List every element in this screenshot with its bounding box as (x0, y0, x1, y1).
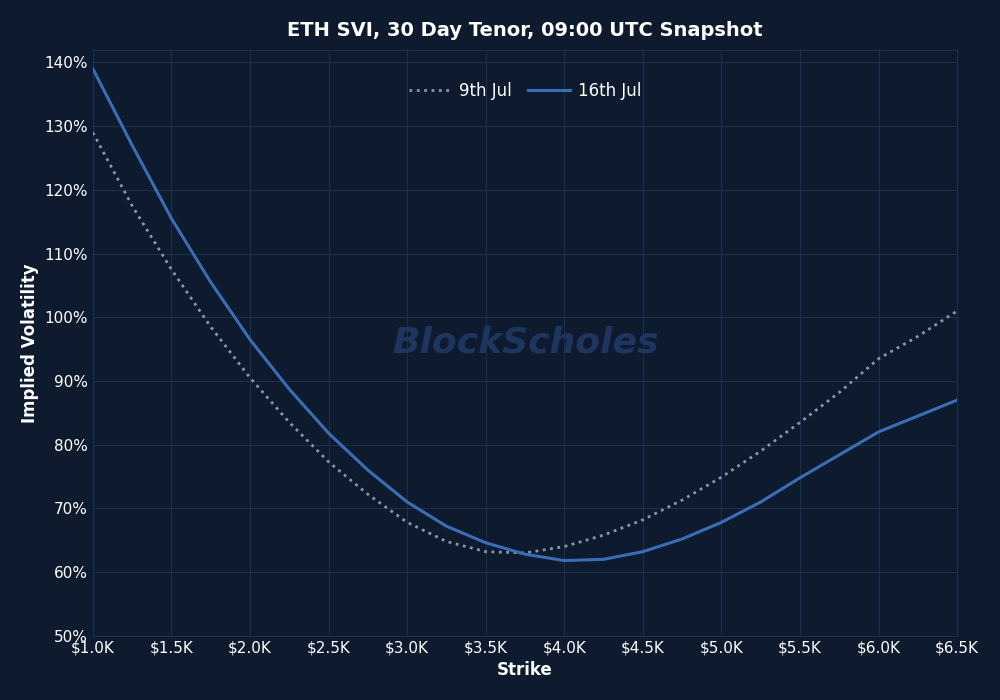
9th Jul (440, 538, 452, 546)
X-axis label: Strike: Strike (497, 662, 553, 679)
16th Jul (676, 535, 688, 543)
Legend: 9th Jul, 16th Jul: 9th Jul, 16th Jul (402, 76, 648, 107)
16th Jul (951, 396, 963, 405)
9th Jul (165, 265, 177, 274)
16th Jul (401, 498, 413, 506)
9th Jul (912, 332, 924, 341)
Line: 16th Jul: 16th Jul (93, 69, 957, 561)
16th Jul (480, 538, 492, 547)
16th Jul (833, 451, 845, 459)
16th Jul (205, 278, 217, 286)
16th Jul (165, 214, 177, 223)
16th Jul (873, 428, 885, 436)
Y-axis label: Implied Volatility: Implied Volatility (21, 263, 39, 423)
16th Jul (598, 555, 610, 564)
16th Jul (126, 141, 138, 150)
9th Jul (676, 496, 688, 504)
16th Jul (323, 429, 335, 438)
16th Jul (558, 556, 570, 565)
16th Jul (715, 518, 727, 526)
9th Jul (755, 447, 767, 455)
9th Jul (87, 128, 99, 136)
9th Jul (519, 549, 531, 557)
9th Jul (794, 418, 806, 426)
16th Jul (87, 64, 99, 73)
9th Jul (598, 531, 610, 539)
9th Jul (873, 354, 885, 363)
9th Jul (205, 323, 217, 331)
9th Jul (323, 458, 335, 466)
9th Jul (833, 389, 845, 397)
16th Jul (283, 385, 295, 393)
Text: BlockScholes: BlockScholes (392, 326, 658, 360)
9th Jul (951, 307, 963, 315)
9th Jul (558, 542, 570, 551)
Title: ETH SVI, 30 Day Tenor, 09:00 UTC Snapshot: ETH SVI, 30 Day Tenor, 09:00 UTC Snapsho… (287, 21, 763, 40)
9th Jul (715, 473, 727, 482)
9th Jul (244, 374, 256, 382)
9th Jul (401, 518, 413, 526)
9th Jul (480, 547, 492, 556)
16th Jul (362, 466, 374, 475)
16th Jul (440, 522, 452, 531)
9th Jul (283, 418, 295, 426)
16th Jul (755, 498, 767, 506)
16th Jul (244, 335, 256, 344)
16th Jul (794, 474, 806, 482)
16th Jul (912, 412, 924, 420)
9th Jul (362, 490, 374, 498)
Line: 9th Jul: 9th Jul (93, 132, 957, 553)
9th Jul (637, 516, 649, 524)
9th Jul (126, 202, 138, 210)
16th Jul (519, 550, 531, 559)
16th Jul (637, 547, 649, 556)
